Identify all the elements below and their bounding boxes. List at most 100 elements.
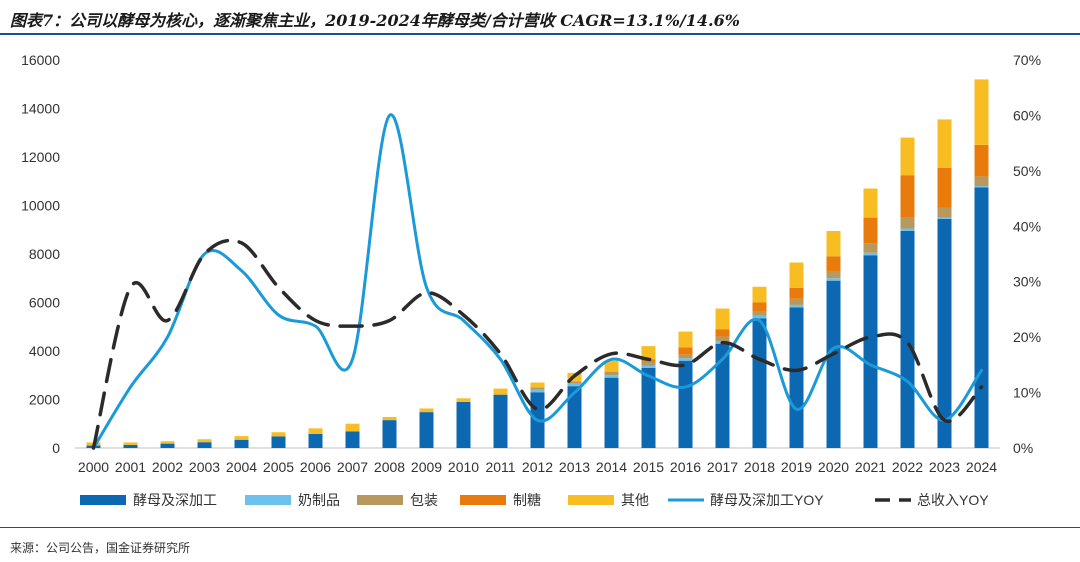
bar-yeast — [752, 318, 767, 448]
right-axis-tick: 40% — [1013, 218, 1041, 234]
bar-yeast — [863, 255, 878, 448]
bar-packaging — [974, 176, 989, 187]
x-axis-tick: 2023 — [929, 459, 960, 475]
x-axis-tick: 2010 — [448, 459, 479, 475]
x-axis-tick: 2016 — [670, 459, 701, 475]
axis-layer: 0 2000 4000 6000 8000 10000 12000 14000 16000 0% 1… — [21, 52, 1041, 475]
bar-sugar — [900, 175, 915, 218]
bar-other — [752, 286, 767, 303]
x-axis-tick: 2017 — [707, 459, 738, 475]
left-axis-tick: 10000 — [21, 198, 60, 214]
bar-dairy — [530, 389, 545, 393]
right-axis-tick: 30% — [1013, 274, 1041, 290]
bar-yeast — [826, 280, 841, 448]
x-axis-tick: 2020 — [818, 459, 849, 475]
bar-yeast — [493, 394, 508, 448]
footer-rule — [0, 527, 1080, 528]
legend-label: 酵母及深加工YOY — [710, 492, 824, 508]
legend-label: 酵母及深加工 — [133, 492, 217, 508]
bar-dairy — [937, 217, 952, 219]
bar-other — [641, 346, 656, 360]
legend-item-other: 其他 — [568, 492, 649, 508]
legend-item-dairy: 奶制品 — [245, 492, 340, 508]
left-axis-tick: 2000 — [29, 392, 60, 408]
bar-other — [197, 439, 212, 443]
bar-yeast — [937, 218, 952, 448]
legend-item-total_yoy: 总收入YOY — [875, 492, 989, 508]
right-axis-tick: 20% — [1013, 329, 1041, 345]
bar-packaging — [715, 336, 730, 342]
legend-swatch — [357, 495, 403, 505]
right-axis-tick: 10% — [1013, 385, 1041, 401]
x-axis-tick: 2012 — [522, 459, 553, 475]
legend-item-packaging: 包装 — [357, 492, 438, 508]
legend: 酵母及深加工 奶制品 包装 制糖 其他 酵母及深加工YOY 总收入YOY — [80, 492, 989, 508]
x-axis-tick: 2004 — [226, 459, 257, 475]
bar-other — [308, 428, 323, 434]
bar-other — [715, 308, 730, 330]
x-axis-tick: 2003 — [189, 459, 220, 475]
left-axis-tick: 0 — [52, 440, 60, 456]
x-axis-tick: 2005 — [263, 459, 294, 475]
bar-yeast — [456, 401, 471, 448]
left-axis-tick: 12000 — [21, 149, 60, 165]
bar-other — [974, 79, 989, 145]
bar-yeast — [345, 431, 360, 448]
x-axis-tick: 2000 — [78, 459, 109, 475]
left-axis-tick: 16000 — [21, 52, 60, 68]
bar-dairy — [752, 315, 767, 319]
bar-other — [863, 188, 878, 218]
chart-title: 图表7：公司以酵母为核心，逐渐聚焦主业，2019-2024年酵母类/合计营收 C… — [10, 11, 740, 30]
bar-packaging — [530, 387, 545, 390]
bar-dairy — [567, 383, 582, 387]
x-axis-tick: 2013 — [559, 459, 590, 475]
right-axis-tick: 70% — [1013, 52, 1041, 68]
lines-layer — [91, 113, 984, 450]
line-total_yoy — [91, 238, 984, 450]
bar-other — [160, 441, 175, 444]
bar-yeast — [715, 343, 730, 448]
legend-swatch — [245, 495, 291, 505]
bar-yeast — [900, 230, 915, 448]
bar-other — [419, 408, 434, 413]
bar-sugar — [715, 329, 730, 337]
x-axis-tick: 2008 — [374, 459, 405, 475]
left-axis-tick: 6000 — [29, 295, 60, 311]
legend-label: 制糖 — [513, 492, 541, 508]
legend-item-yeast: 酵母及深加工 — [80, 492, 217, 508]
bar-packaging — [752, 310, 767, 316]
bar-other — [604, 360, 619, 372]
bar-packaging — [900, 217, 915, 229]
bar-sugar — [789, 287, 804, 299]
legend-swatch — [80, 495, 126, 505]
x-axis-tick: 2006 — [300, 459, 331, 475]
bar-yeast — [197, 442, 212, 448]
left-axis-tick: 14000 — [21, 101, 60, 117]
bar-other — [123, 442, 138, 445]
bar-yeast — [678, 360, 693, 448]
bar-sugar — [974, 144, 989, 177]
bar-dairy — [678, 358, 693, 361]
bar-packaging — [863, 243, 878, 253]
bar-yeast — [123, 444, 138, 448]
bar-other — [678, 331, 693, 348]
legend-label: 包装 — [410, 492, 438, 508]
bar-packaging — [604, 371, 619, 376]
line-yeast_yoy — [92, 113, 983, 450]
bar-sugar — [752, 302, 767, 311]
bar-other — [271, 432, 286, 437]
bar-dairy — [900, 228, 915, 231]
bar-packaging — [937, 207, 952, 218]
x-axis-tick: 2011 — [485, 459, 515, 475]
legend-label: 其他 — [621, 492, 649, 508]
bar-yeast — [419, 412, 434, 448]
bar-yeast — [234, 439, 249, 448]
bar-packaging — [678, 354, 693, 359]
right-axis-tick: 0% — [1013, 440, 1033, 456]
combo-chart: 0 2000 4000 6000 8000 10000 12000 14000 16000 0% 1… — [21, 52, 1041, 508]
bar-other — [789, 262, 804, 288]
x-axis-tick: 2024 — [966, 459, 997, 475]
bar-other — [493, 388, 508, 395]
bar-sugar — [937, 167, 952, 208]
legend-swatch — [460, 495, 506, 505]
